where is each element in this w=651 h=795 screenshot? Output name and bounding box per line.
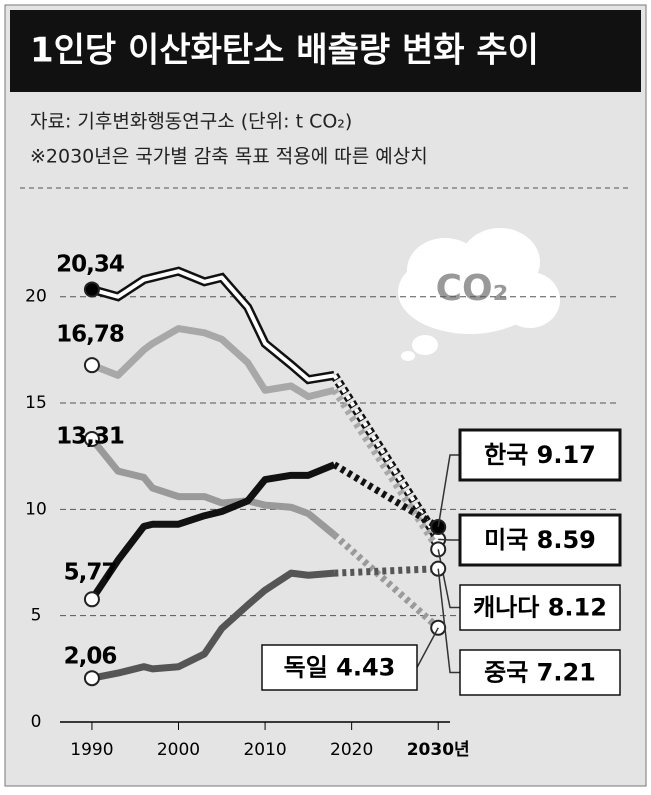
series-line [91, 269, 335, 382]
leader [416, 627, 439, 668]
note: ※2030년은 국가별 감축 목표 적용에 따른 예상치 [30, 146, 428, 168]
value-label: 4.43 [336, 654, 395, 682]
callout-label: 미국 8.59 [484, 526, 596, 554]
series-line [89, 436, 337, 538]
leader [437, 568, 460, 674]
data-point [83, 670, 100, 687]
y-tick-label: 20 [25, 287, 47, 307]
x-tick-label: 2010 [243, 740, 286, 760]
series-projection [332, 374, 440, 541]
callout-box [459, 584, 621, 631]
data-point [83, 591, 100, 608]
value-label: 7.21 [537, 659, 596, 687]
series-line [91, 569, 335, 682]
y-tick-label: 0 [31, 712, 42, 732]
series-name: 캐나다 [473, 594, 539, 622]
cloud [398, 228, 560, 361]
callout-label: 캐나다 8.12 [473, 594, 607, 622]
title-bar [10, 10, 641, 92]
series-name: 중국 [484, 659, 528, 687]
leader [437, 454, 460, 528]
series-line [89, 461, 336, 602]
series-line [90, 325, 336, 401]
start-label: 2,06 [64, 644, 117, 670]
x-tick-label: 2000 [157, 740, 200, 760]
series-name: 한국 [484, 441, 528, 469]
series-projection [334, 565, 439, 577]
value-label: 8.59 [537, 526, 596, 554]
chart-title: 1인당 이산화탄소 배출량 변화 추이 [30, 31, 539, 71]
callout-label: 한국 9.17 [484, 441, 596, 469]
x-tick-label: 1990 [70, 740, 113, 760]
callout-box [459, 649, 621, 696]
start-label: 13,31 [56, 424, 124, 450]
leader [438, 538, 460, 541]
callout-label: 독일 4.43 [284, 654, 396, 682]
cloud-label: CO₂ [436, 268, 509, 309]
y-tick-label: 15 [25, 393, 47, 413]
start-label: 20,34 [56, 252, 124, 278]
series-name: 미국 [484, 526, 528, 554]
y-tick-label: 10 [25, 499, 47, 519]
x-tick-label: 2030년 [407, 740, 470, 760]
data-point [83, 281, 100, 298]
callout-box [458, 513, 622, 567]
series-name: 독일 [284, 654, 328, 682]
callout-box [261, 644, 418, 691]
data-point [83, 430, 100, 447]
x-tick-label: 2020 [330, 740, 373, 760]
data-point [83, 357, 100, 374]
value-label: 9.17 [537, 441, 596, 469]
callout-label: 중국 7.21 [484, 659, 596, 687]
start-label: 16,78 [56, 322, 124, 348]
value-label: 8.12 [548, 594, 607, 622]
start-label: 5,77 [64, 560, 117, 586]
callout-box [458, 428, 622, 482]
subtitle: 자료: 기후변화행동연구소 (단위: t CO₂) [30, 111, 352, 133]
y-tick-label: 5 [31, 606, 42, 626]
